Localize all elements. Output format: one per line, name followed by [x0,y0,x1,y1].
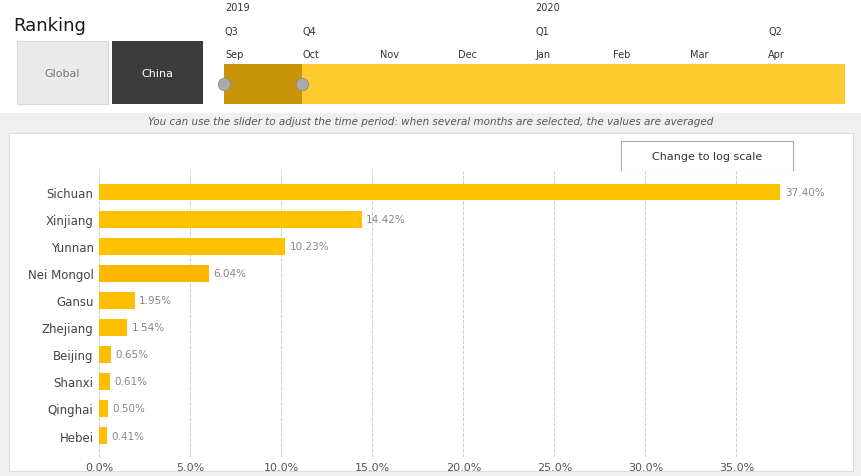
Text: Nov: Nov [380,50,399,60]
Text: 6.04%: 6.04% [214,268,246,278]
Text: Dec: Dec [457,50,476,60]
Text: Global: Global [45,69,80,79]
Bar [99,184,779,201]
Text: You can use the slider to adjust the time period: when several months are select: You can use the slider to adjust the tim… [148,117,713,126]
Text: 0.61%: 0.61% [115,377,147,387]
Text: 10.23%: 10.23% [289,242,329,252]
Text: 1.54%: 1.54% [132,323,164,333]
Bar [99,400,108,417]
Text: Ranking: Ranking [13,17,86,35]
Bar [17,42,108,105]
Bar [99,319,127,336]
Text: Q4: Q4 [302,28,316,38]
Text: 37.40%: 37.40% [784,188,823,198]
Text: 0.65%: 0.65% [115,350,148,360]
Text: Apr: Apr [767,50,784,60]
Text: Sep: Sep [225,50,243,60]
Bar [99,346,111,363]
Text: 1.95%: 1.95% [139,296,172,306]
Text: 14.42%: 14.42% [366,215,406,225]
Text: Feb: Feb [612,50,629,60]
Text: 0.50%: 0.50% [113,404,146,414]
Text: Jan: Jan [535,50,550,60]
Bar [99,427,107,444]
Bar [224,65,301,105]
Text: China: China [141,69,173,79]
Bar [99,373,110,390]
Bar [112,42,202,105]
Text: Q1: Q1 [535,28,548,38]
Bar [99,238,285,255]
Bar [99,265,209,282]
Text: Q2: Q2 [767,28,781,38]
Text: 2020: 2020 [535,3,560,13]
Text: Change to log scale: Change to log scale [651,152,761,161]
Bar [99,211,362,228]
Bar [224,65,844,105]
Text: Oct: Oct [302,50,319,60]
Text: 2019: 2019 [225,3,250,13]
Bar [99,292,134,309]
Text: Mar: Mar [690,50,708,60]
Text: 0.41%: 0.41% [111,431,144,441]
Text: Q3: Q3 [225,28,238,38]
